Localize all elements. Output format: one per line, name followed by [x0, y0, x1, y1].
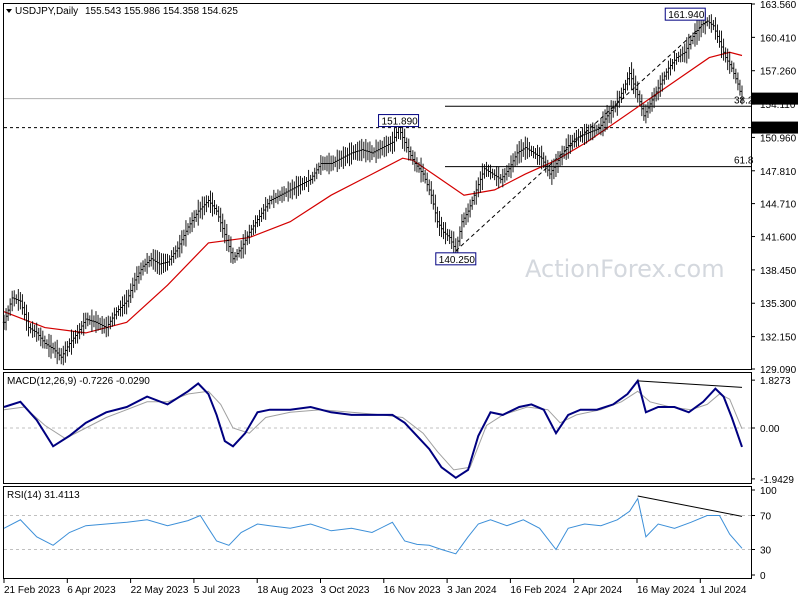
price-annotation-box [435, 252, 477, 266]
price-annotation-label: 140.250 [439, 255, 476, 266]
x-tick-label: 6 Apr 2023 [67, 585, 116, 596]
rsi-panel-frame [3, 486, 752, 579]
x-tick-label: 16 Feb 2024 [510, 585, 567, 596]
price-y-tick-label: 150.960 [760, 133, 797, 144]
fib-level-label: 38.2 [734, 95, 754, 106]
price-y-tick-label: 135.300 [760, 299, 797, 310]
rsi-trendline [637, 495, 743, 517]
price-y-tick-label: 129.090 [760, 365, 797, 376]
x-tick-label: 22 May 2023 [131, 585, 189, 596]
rsi-y-tick-label: 30 [760, 546, 772, 557]
price-y-tick-label: 163.560 [760, 0, 797, 11]
macd-title: MACD(12,26,9) -0.7226 -0.0290 [7, 376, 150, 387]
price-y-tick-label: 154.110 [760, 100, 796, 111]
x-tick-label: 2 Apr 2024 [574, 585, 623, 596]
x-tick-label: 5 Jul 2023 [194, 585, 241, 596]
price-y-tick-label: 132.150 [760, 333, 797, 344]
x-tick-label: 21 Feb 2023 [4, 585, 61, 596]
macd-trendline [637, 380, 743, 388]
axis-layer: 163.560 160.410 157.260 154.110 150.960 147.8… [3, 0, 798, 596]
x-tick-label: 16 Nov 2023 [384, 585, 441, 596]
macd-y-tick-label: 1.8273 [760, 376, 791, 387]
price-y-tick-label: 144.710 [760, 200, 797, 211]
x-tick-label: 18 Aug 2023 [257, 585, 314, 596]
price-bars [2, 11, 744, 366]
rsi-y-tick-label: 0 [760, 571, 766, 582]
price-y-tick-label: 138.450 [760, 266, 797, 277]
sma-line [3, 51, 743, 334]
macd-layer [3, 378, 751, 480]
price-level-tag [752, 121, 798, 134]
x-tick-label: 3 Oct 2023 [321, 585, 370, 596]
x-tick-label: 1 Jul 2024 [700, 585, 747, 596]
price-panel-frame [3, 3, 752, 370]
price-annotation-box [664, 7, 706, 21]
rsi-y-tick-label: 70 [760, 512, 772, 523]
price-layer: 38.2 61.8 161.940 151.890 140.250 [2, 7, 754, 366]
price-y-tick-label: 157.260 [760, 67, 797, 78]
macd-line [3, 378, 743, 480]
macd-y-tick-label: 0.00 [760, 424, 780, 435]
rsi-title: RSI(14) 31.4113 [7, 490, 80, 501]
svg-text:155.543 155.986 154.358 154.62: 155.543 155.986 154.358 154.625 [85, 6, 238, 17]
price-title: USDJPY,Daily 155.543 155.986 154.358 154… [6, 6, 238, 17]
price-annotation-box [378, 114, 420, 128]
price-level-tag-label: 151.890 [756, 124, 793, 135]
price-level-tag-label: 154.625 [756, 95, 793, 106]
price-annotation-label: 161.940 [668, 10, 705, 21]
fib-level-label: 61.8 [734, 156, 754, 167]
rsi-y-tick-label: 100 [760, 486, 777, 497]
rsi-line [3, 497, 743, 555]
macd-y-tick-label: -1.9429 [760, 475, 794, 486]
price-y-tick-label: 160.410 [760, 33, 797, 44]
price-annotation-label: 151.890 [382, 117, 419, 128]
macd-signal-line [3, 390, 743, 471]
price-y-tick-label: 141.600 [760, 233, 797, 244]
price-level-tag [752, 92, 798, 105]
price-y-tick-label: 147.810 [760, 167, 797, 178]
svg-text:USDJPY,Daily: USDJPY,Daily [15, 6, 78, 17]
x-tick-label: 16 May 2024 [637, 585, 695, 596]
watermark: ActionForex.com [525, 255, 725, 283]
x-tick-label: 3 Jan 2024 [447, 585, 497, 596]
rsi-layer [3, 495, 751, 555]
